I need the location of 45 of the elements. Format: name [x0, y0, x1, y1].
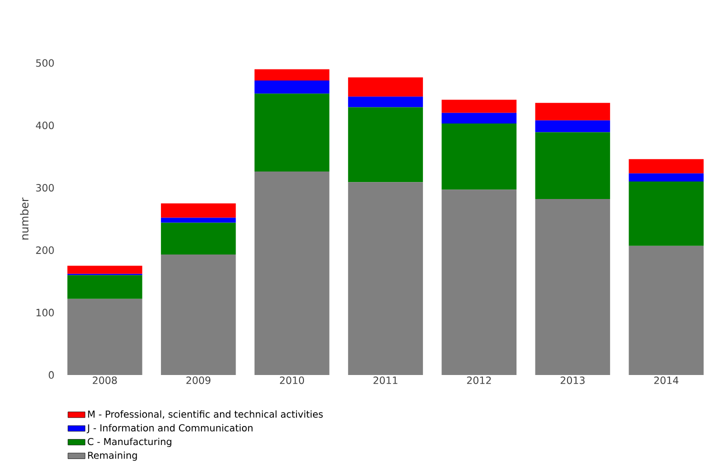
- x-tick-label: 2009: [186, 376, 210, 384]
- bar: [535, 120, 610, 132]
- x-tick-label: 2011: [374, 376, 398, 384]
- bar: [254, 69, 330, 80]
- bar: [442, 190, 517, 375]
- bar: [442, 123, 517, 190]
- bar: [535, 132, 610, 199]
- legend-label: M - Professional, scientific and technical activities: [88, 410, 323, 419]
- bar: [442, 112, 517, 124]
- bar: [535, 198, 610, 375]
- bar: [442, 100, 517, 113]
- y-tick-label: 0: [48, 371, 54, 379]
- bar: [67, 298, 142, 375]
- bar: [628, 158, 704, 174]
- legend-label: C - Manufacturing: [88, 438, 172, 447]
- bar: [67, 275, 142, 299]
- x-tick-label: 2013: [560, 376, 585, 384]
- y-tick-label: 500: [36, 59, 54, 67]
- x-tick-label: 2014: [654, 376, 678, 384]
- legend-label: Remaining: [88, 451, 137, 461]
- bar: [254, 80, 330, 94]
- bar: [160, 222, 236, 254]
- bar: [254, 93, 330, 172]
- bar: [628, 173, 704, 182]
- y-tick-label: 400: [36, 121, 54, 130]
- bar: [348, 107, 423, 182]
- bar: [67, 266, 142, 274]
- y-tick-label: 200: [36, 246, 54, 254]
- x-tick-label: 2010: [280, 376, 304, 384]
- x-tick-label: 2012: [467, 376, 491, 384]
- bar: [254, 171, 330, 375]
- y-tick-label: 300: [36, 184, 54, 192]
- bar: [348, 96, 423, 108]
- y-axis-title: number: [20, 197, 29, 240]
- bar: [348, 77, 423, 97]
- bar: [535, 102, 610, 120]
- legend-label: J - Information and Communication: [86, 424, 253, 434]
- bar: [628, 181, 704, 246]
- y-tick-label: 100: [36, 308, 54, 316]
- bar: [628, 246, 704, 375]
- x-tick-label: 2008: [92, 376, 117, 384]
- bar: [160, 218, 236, 223]
- bar: [160, 254, 236, 375]
- bar: [348, 182, 423, 375]
- bar: [160, 203, 236, 218]
